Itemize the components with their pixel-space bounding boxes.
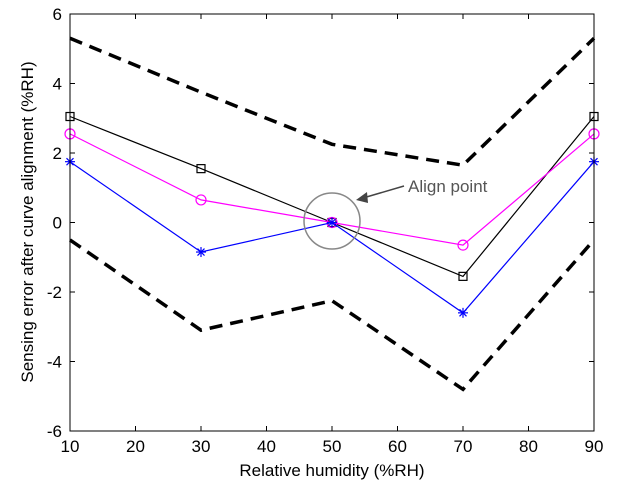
- x-tick-label: 70: [454, 437, 473, 456]
- y-tick-label: 2: [53, 144, 62, 163]
- annotation-arrow: [362, 185, 405, 199]
- annotation-layer: Align point: [303, 177, 488, 250]
- y-tick-label: 4: [53, 75, 62, 94]
- x-tick-label: 80: [519, 437, 538, 456]
- x-tick-label: 30: [192, 437, 211, 456]
- align-point-circle: [303, 192, 361, 250]
- square-marker: [458, 271, 468, 281]
- y-tick-label: 0: [53, 214, 62, 233]
- x-tick-label: 40: [257, 437, 276, 456]
- y-axis-title: Sensing error after curve alignment (%RH…: [18, 61, 37, 382]
- asterisk-marker: [327, 217, 337, 228]
- series-line-0: [69, 36, 596, 168]
- y-tick-label: -4: [47, 353, 62, 372]
- x-tick-label: 60: [388, 437, 407, 456]
- x-tick-label: 10: [61, 437, 80, 456]
- arrow-head-icon: [356, 192, 368, 203]
- y-tick-label: 6: [53, 5, 62, 24]
- x-axis-title: Relative humidity (%RH): [239, 461, 424, 480]
- y-tick-label: -2: [47, 283, 62, 302]
- circle-marker: [195, 194, 207, 206]
- circle-marker: [457, 239, 469, 251]
- align-point-label: Align point: [408, 177, 488, 196]
- square-marker: [196, 164, 206, 174]
- series-line-1: [69, 238, 596, 392]
- asterisk-marker: [196, 247, 206, 258]
- y-tick-label: -6: [47, 422, 62, 441]
- x-tick-label: 50: [323, 437, 342, 456]
- series-layer: [64, 36, 600, 392]
- asterisk-marker: [458, 307, 468, 318]
- x-tick-label: 90: [585, 437, 604, 456]
- x-tick-label: 20: [126, 437, 145, 456]
